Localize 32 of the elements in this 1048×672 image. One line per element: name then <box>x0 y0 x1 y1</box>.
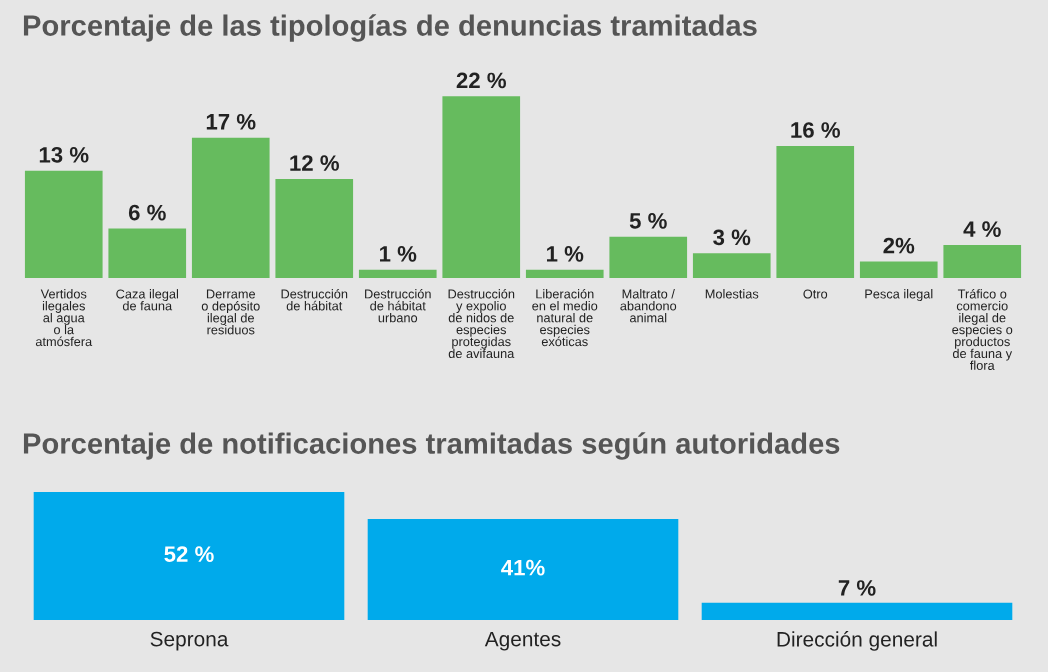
bar <box>24 170 103 278</box>
bar <box>191 137 270 278</box>
data-label: 16 % <box>791 122 840 138</box>
data-label: 7 % <box>838 580 876 596</box>
data-label: 2% <box>883 237 915 254</box>
data-label: 5 % <box>629 213 667 229</box>
data-label: 1 % <box>380 246 417 262</box>
data-label: 12 % <box>290 155 339 171</box>
data-label: 3 % <box>713 229 751 246</box>
data-label: 41% <box>501 559 545 576</box>
bar <box>943 244 1022 278</box>
chart-title: Porcentaje de notificaciones tramitadas según autoridades <box>23 432 840 460</box>
data-label: 52 % <box>164 546 214 562</box>
x-tick-label: Seprona <box>150 631 229 651</box>
bar <box>525 269 604 278</box>
bar <box>609 236 688 278</box>
data-label: 1 % <box>547 246 584 262</box>
x-tick-label: Dirección general <box>777 631 937 651</box>
bar <box>275 178 354 278</box>
bar <box>358 269 437 278</box>
bar <box>776 145 855 278</box>
x-tick-label: Agentes <box>484 631 561 651</box>
data-label: 13 % <box>39 146 89 163</box>
chart-title: Porcentaje de las tipologías de denuncias tramitadas <box>23 14 757 42</box>
bar <box>108 228 187 278</box>
data-label: 17 % <box>206 113 256 130</box>
data-label: 4 % <box>963 221 1001 237</box>
data-label: 6 % <box>128 204 166 221</box>
bar <box>442 96 521 278</box>
bar <box>692 253 771 278</box>
data-label: 22 % <box>456 72 506 89</box>
bar <box>859 261 938 278</box>
